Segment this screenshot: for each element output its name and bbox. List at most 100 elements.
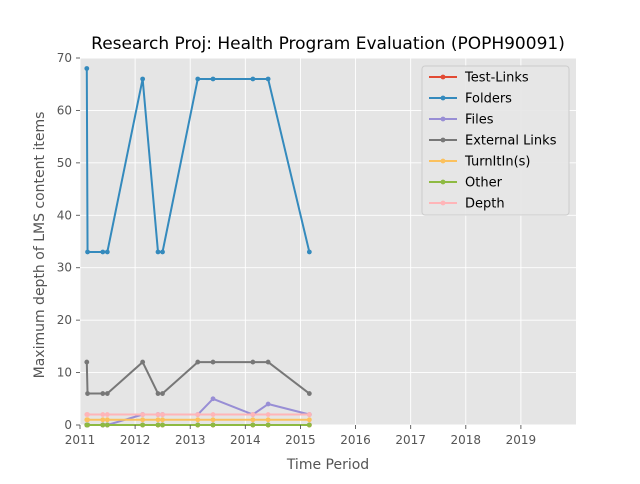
data-point-other — [85, 422, 90, 428]
data-point-turnitin-s — [195, 417, 201, 423]
data-point-folders — [160, 249, 165, 255]
x-tick-label: 2012 — [120, 433, 151, 447]
data-point-depth — [100, 412, 106, 417]
data-point-folders — [140, 76, 146, 82]
data-point-depth — [265, 412, 271, 417]
data-point-depth — [155, 412, 161, 417]
series-external-links — [84, 359, 312, 396]
data-point-external-links — [250, 359, 256, 365]
series-turnitin-s — [84, 417, 312, 423]
data-point-folders — [195, 76, 201, 82]
data-point-folders — [155, 249, 161, 255]
y-tick-label: 40 — [57, 208, 72, 222]
data-point-other — [306, 422, 312, 428]
data-point-folders — [104, 249, 110, 255]
x-tick-label: 2019 — [506, 433, 537, 447]
data-point-turnitin-s — [210, 417, 216, 423]
legend: Test-Links Folders Files External Links Turn… — [421, 65, 570, 216]
x-tick-label: 2016 — [340, 433, 371, 447]
y-tick-label: 20 — [57, 313, 72, 327]
data-point-external-links — [104, 391, 110, 396]
data-point-depth — [140, 412, 146, 417]
data-point-external-links — [195, 359, 201, 365]
data-point-external-links — [84, 359, 90, 365]
chart-title: Research Proj: Health Program Evaluation… — [91, 34, 565, 54]
data-point-turnitin-s — [85, 417, 90, 423]
legend-marker — [440, 74, 446, 80]
data-point-turnitin-s — [265, 417, 271, 423]
data-point-turnitin-s — [160, 417, 165, 423]
series-other — [84, 422, 312, 428]
x-tick-label: 2013 — [175, 433, 206, 447]
x-tick-label: 2015 — [285, 433, 316, 447]
data-point-folders — [100, 249, 106, 255]
data-point-external-links — [210, 359, 216, 365]
y-tick-label: 10 — [57, 366, 72, 380]
legend-label: External Links — [465, 134, 557, 149]
x-tick-label: 2018 — [451, 433, 482, 447]
legend-label: TurnItIn(s) — [464, 155, 530, 170]
data-point-external-links — [265, 359, 271, 365]
x-tick-label: 2017 — [395, 433, 426, 447]
legend-label: Folders — [465, 92, 512, 107]
data-point-external-links — [100, 391, 106, 396]
legend-marker — [440, 158, 446, 164]
legend-label: Files — [465, 113, 494, 128]
series-depth — [84, 412, 312, 417]
legend-marker — [440, 116, 446, 122]
data-point-folders — [210, 76, 216, 82]
data-point-external-links — [306, 391, 312, 396]
axes: 2011 2012 2013 2014 2015 2016 2017 2018 2019 0 10 2… — [57, 51, 536, 447]
legend-box — [421, 65, 570, 216]
data-point-folders — [306, 249, 312, 255]
data-point-depth — [85, 412, 90, 417]
data-point-other — [155, 422, 161, 428]
data-point-depth — [195, 412, 201, 417]
data-point-other — [250, 422, 256, 428]
data-point-depth — [104, 412, 110, 417]
data-point-other — [140, 422, 146, 428]
data-point-other — [160, 422, 165, 428]
data-point-files — [210, 396, 216, 402]
data-point-depth — [160, 412, 165, 417]
data-point-depth — [250, 412, 256, 417]
series-folders — [84, 66, 312, 255]
legend-label: Test-Links — [464, 71, 529, 86]
legend-marker — [440, 179, 446, 185]
data-point-files — [265, 401, 271, 407]
data-point-turnitin-s — [104, 417, 110, 423]
data-point-turnitin-s — [250, 417, 256, 423]
x-axis-label: Time Period — [286, 457, 369, 473]
y-tick-label: 0 — [64, 418, 72, 432]
y-tick-label: 70 — [57, 51, 72, 65]
x-tick-label: 2014 — [230, 433, 261, 447]
data-point-depth — [306, 412, 312, 417]
y-axis-label: Maximum depth of LMS content items — [32, 112, 48, 379]
data-point-folders — [84, 66, 90, 71]
series-layer — [84, 66, 312, 428]
data-point-other — [265, 422, 271, 428]
data-point-external-links — [85, 391, 90, 396]
data-point-depth — [210, 412, 216, 417]
y-tick-label: 50 — [57, 156, 72, 170]
data-point-external-links — [155, 391, 161, 396]
data-point-turnitin-s — [306, 417, 312, 423]
data-point-folders — [250, 76, 256, 82]
legend-label: Depth — [465, 197, 505, 212]
data-point-folders — [85, 249, 90, 255]
data-point-other — [100, 422, 106, 428]
data-point-other — [210, 422, 216, 428]
legend-marker — [440, 137, 446, 143]
x-tick-label: 2011 — [65, 433, 96, 447]
legend-label: Other — [465, 176, 503, 191]
y-tick-label: 30 — [57, 261, 72, 275]
legend-marker — [440, 200, 446, 206]
y-tick-label: 60 — [57, 103, 72, 117]
data-point-other — [195, 422, 201, 428]
data-point-external-links — [140, 359, 146, 365]
data-point-turnitin-s — [155, 417, 161, 423]
legend-marker — [440, 95, 446, 101]
data-point-turnitin-s — [100, 417, 106, 423]
